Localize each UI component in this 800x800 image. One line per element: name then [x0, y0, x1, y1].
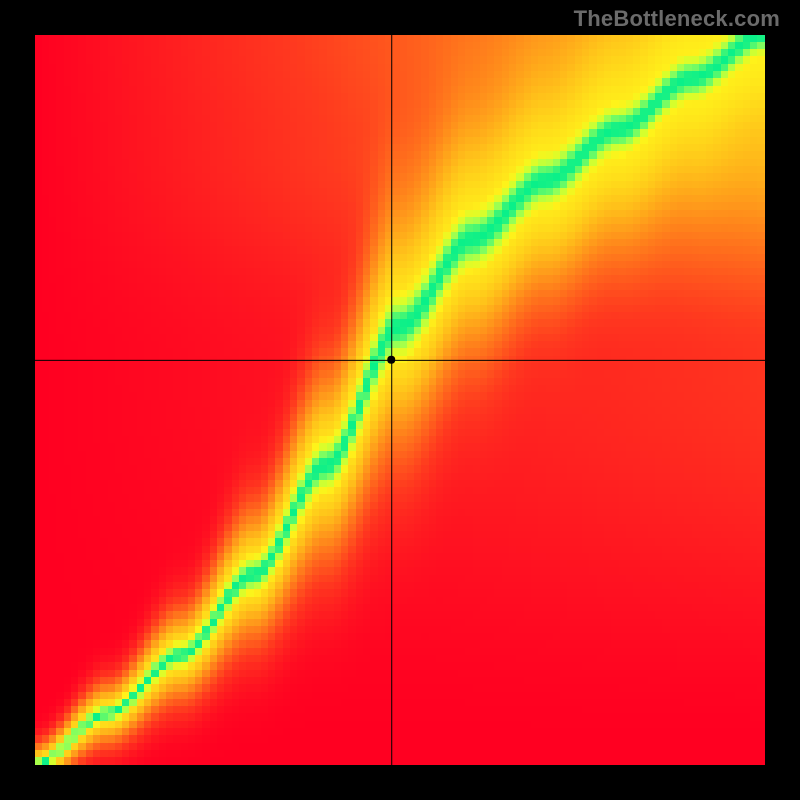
watermark-text: TheBottleneck.com: [574, 6, 780, 32]
bottleneck-heatmap: [35, 35, 765, 765]
chart-container: TheBottleneck.com: [0, 0, 800, 800]
